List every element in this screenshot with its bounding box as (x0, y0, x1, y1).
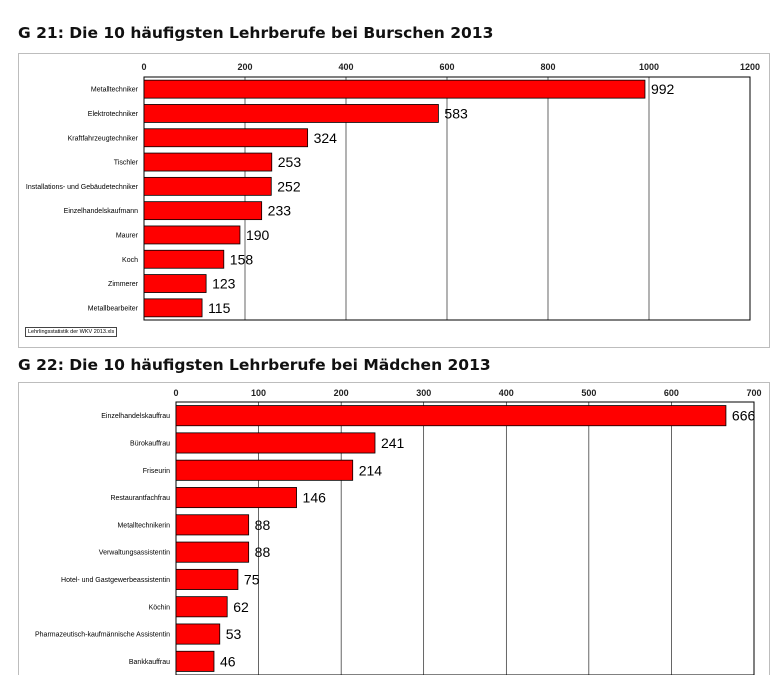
chart-panel-burschen: 0 200 400 600 800 1000 1200 Metalltechniker 992 E… (18, 53, 770, 348)
chart-title-burschen: G 21: Die 10 häufigsten Lehrberufe bei B… (18, 24, 494, 42)
value-label-maedchen: 62 (233, 599, 249, 615)
x-tick-label-burschen: 600 (439, 62, 454, 72)
bar-burschen (143, 128, 309, 148)
category-label-maedchen: Metalltechnikerin (117, 522, 170, 529)
bar-burschen (143, 79, 646, 99)
bar-maedchen (175, 459, 354, 481)
bar-maedchen (175, 405, 727, 427)
x-tick-label-maedchen: 700 (746, 388, 761, 398)
category-label-maedchen: Köchin (149, 604, 171, 611)
category-label-burschen: Tischler (114, 160, 139, 167)
bar-chart-maedchen: 0 100 200 300 400 500 600 700 Einzelhandelskauff… (35, 388, 762, 675)
value-label-maedchen: 46 (220, 653, 236, 669)
bar-burschen (143, 176, 272, 196)
category-label-burschen: Kraftfahrzeugtechniker (68, 135, 139, 142)
x-tick-label-maedchen: 200 (334, 388, 349, 398)
category-label-burschen: Metallbearbeiter (88, 305, 139, 312)
category-label-maedchen: Hotel- und Gastgewerbeassistentin (61, 577, 170, 584)
x-tick-label-maedchen: 500 (581, 388, 596, 398)
value-label-maedchen: 75 (244, 571, 260, 587)
category-label-maedchen: Verwaltungsassistentin (99, 550, 170, 557)
value-label-maedchen: 214 (359, 462, 383, 478)
value-label-burschen: 324 (314, 130, 338, 146)
category-label-maedchen: Bankkauffrau (129, 659, 170, 666)
x-tick-label-maedchen: 400 (499, 388, 514, 398)
bar-burschen (143, 298, 203, 318)
category-label-burschen: Koch (122, 257, 138, 264)
x-tick-label-burschen: 400 (338, 62, 353, 72)
bar-maedchen (175, 432, 376, 454)
bar-maedchen (175, 623, 221, 645)
x-tick-label-maedchen: 300 (416, 388, 431, 398)
value-label-burschen: 115 (208, 300, 231, 316)
category-label-burschen: Installations- und Gebäudetechniker (26, 184, 139, 191)
bar-burschen (143, 274, 207, 293)
x-tick-label-burschen: 1000 (639, 62, 659, 72)
bar-burschen (143, 104, 439, 123)
x-tick-label-maedchen: 0 (173, 388, 178, 398)
bar-burschen (143, 225, 241, 245)
value-label-maedchen: 88 (255, 544, 271, 560)
category-label-burschen: Elektrotechniker (88, 111, 139, 118)
bar-maedchen (175, 568, 239, 590)
x-tick-label-burschen: 800 (540, 62, 555, 72)
chart-panel-maedchen: 0 100 200 300 400 500 600 700 Einzelhandelskauff… (18, 382, 770, 675)
bar-maedchen (175, 596, 228, 618)
bar-chart-burschen: 0 200 400 600 800 1000 1200 Metalltechniker 992 E… (26, 62, 760, 321)
value-label-maedchen: 88 (255, 517, 271, 533)
x-tick-label-maedchen: 600 (664, 388, 679, 398)
bar-maedchen (175, 514, 250, 536)
value-label-burschen: 233 (268, 203, 292, 219)
bar-burschen (143, 152, 273, 172)
value-label-maedchen: 241 (381, 435, 405, 451)
category-label-maedchen: Pharmazeutisch-kaufmännische Assistentin (35, 632, 170, 639)
x-tick-label-maedchen: 100 (251, 388, 266, 398)
value-label-maedchen: 666 (732, 408, 756, 424)
value-label-burschen: 252 (277, 178, 301, 194)
category-label-burschen: Einzelhandelskaufmann (64, 208, 138, 215)
value-label-maedchen: 146 (303, 490, 327, 506)
bar-burschen (143, 249, 225, 269)
category-label-burschen: Metalltechniker (91, 87, 139, 94)
bar-maedchen (175, 650, 215, 672)
x-tick-label-burschen: 0 (141, 62, 146, 72)
bar-burschen (143, 201, 263, 221)
category-label-maedchen: Restaurantfachfrau (110, 495, 170, 502)
plot-frame-burschen (143, 76, 751, 321)
category-label-burschen: Zimmerer (108, 281, 139, 288)
chart-title-maedchen: G 22: Die 10 häufigsten Lehrberufe bei M… (18, 356, 491, 374)
value-label-maedchen: 53 (226, 626, 242, 642)
category-label-maedchen: Bürokauffrau (130, 440, 170, 447)
value-label-burschen: 583 (444, 105, 468, 121)
plot-frame-maedchen (175, 401, 755, 675)
value-label-burschen: 253 (278, 154, 302, 170)
value-label-burschen: 190 (246, 227, 270, 243)
bar-maedchen (175, 487, 297, 509)
x-tick-label-burschen: 1200 (740, 62, 760, 72)
value-label-burschen: 158 (230, 251, 254, 267)
category-label-maedchen: Einzelhandelskauffrau (101, 413, 170, 420)
value-label-burschen: 992 (651, 81, 675, 97)
category-label-maedchen: Friseurin (143, 468, 170, 475)
source-note: Lehrlingsstatistik der WKV 2013.xls (25, 327, 118, 337)
value-label-burschen: 123 (212, 276, 236, 292)
bar-maedchen (175, 541, 250, 563)
category-label-burschen: Maurer (116, 232, 139, 239)
x-tick-label-burschen: 200 (237, 62, 252, 72)
